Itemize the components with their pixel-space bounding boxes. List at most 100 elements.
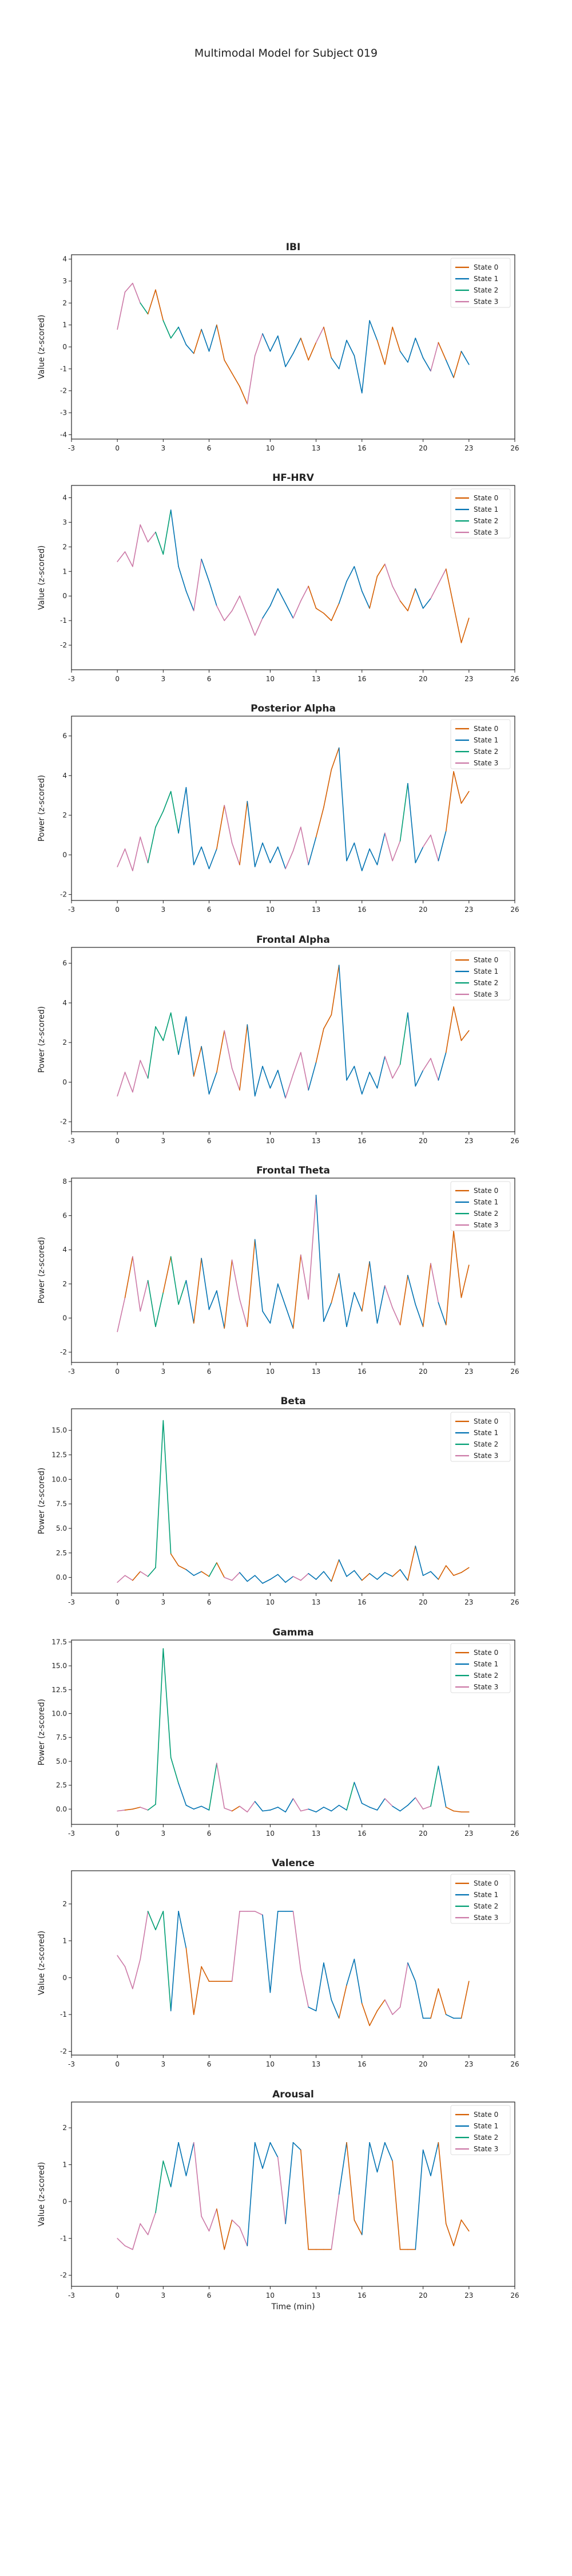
series-segment <box>224 610 233 621</box>
series-segment <box>300 337 309 361</box>
series-segment <box>155 2160 164 2213</box>
series-segment <box>224 1807 233 1812</box>
series-segment <box>269 1283 279 1324</box>
y-tick-label: 12.5 <box>51 1686 67 1694</box>
series-segment <box>117 848 126 867</box>
series-segment <box>201 558 210 582</box>
series-segment <box>239 801 248 866</box>
series-segment <box>132 1060 141 1093</box>
series-segment <box>262 842 271 864</box>
series-segment <box>185 1947 194 2015</box>
series-segment <box>353 566 363 592</box>
x-tick-label: 20 <box>419 675 427 683</box>
series-segment <box>285 1073 294 1099</box>
series-segment <box>262 1065 271 1089</box>
series-segment <box>460 1567 470 1573</box>
legend-label: State 2 <box>474 286 498 294</box>
series-segment <box>162 1256 172 1293</box>
series-segment <box>201 1258 210 1310</box>
series-segment <box>453 2219 462 2246</box>
series-segment <box>178 1911 187 1949</box>
series-segment <box>247 801 256 867</box>
y-tick-label: 2 <box>62 1038 67 1046</box>
series-segment <box>170 791 179 834</box>
series-segment <box>338 1273 347 1327</box>
x-tick-label: 20 <box>419 2291 427 2300</box>
series-segment <box>369 2142 378 2173</box>
subplot-title: Frontal Alpha <box>256 934 330 946</box>
series-segment <box>147 531 156 543</box>
subplot-title: Gamma <box>272 1627 313 1638</box>
legend-label: State 2 <box>474 1440 498 1448</box>
y-tick-label: 17.5 <box>51 1638 67 1646</box>
series-segment <box>392 1805 401 1812</box>
series-segment <box>376 2142 386 2173</box>
x-tick-label: -3 <box>68 1830 75 1838</box>
series-segment <box>422 834 431 848</box>
y-tick-label: -2 <box>60 2048 67 2056</box>
series-segment <box>323 326 332 358</box>
subplot-7: Valence Value (z-scored) -2 -1 0 1 2 -3 0 3 6 10 13 1… <box>37 1858 519 2068</box>
x-tick-label: 26 <box>510 1368 519 1376</box>
legend-label: State 3 <box>474 2145 498 2153</box>
y-tick-label: 6 <box>62 732 67 740</box>
legend-label: State 2 <box>474 2134 498 2142</box>
series-segment <box>376 563 386 577</box>
series-segment <box>300 827 309 866</box>
series-segment <box>346 566 355 582</box>
series-segment <box>277 1069 286 1099</box>
series-segment <box>415 1069 424 1087</box>
series-segment <box>308 1808 317 1813</box>
series-segment <box>338 580 347 604</box>
series-segment <box>445 568 454 607</box>
subplot-title: Beta <box>280 1396 305 1407</box>
x-tick-label: 0 <box>115 1830 120 1838</box>
legend-label: State 0 <box>474 1417 498 1425</box>
series-segment <box>384 1798 394 1807</box>
y-tick-label: 0.0 <box>56 1805 67 1813</box>
series-segment <box>132 836 141 871</box>
x-tick-label: 20 <box>419 1368 427 1376</box>
series-segment <box>445 1807 454 1812</box>
y-tick-label: 2 <box>62 1280 67 1288</box>
series-segment <box>407 588 416 611</box>
series-segment <box>445 1230 454 1326</box>
series-segment <box>124 1808 133 1811</box>
series-segment <box>346 2142 355 2221</box>
series-segment <box>361 2142 370 2235</box>
series-segment <box>453 1810 462 1813</box>
series-segment <box>231 373 240 387</box>
series-segment <box>124 551 133 567</box>
x-tick-label: 0 <box>115 1137 120 1145</box>
y-tick-label: -2 <box>60 1118 67 1126</box>
series-segment <box>117 291 126 330</box>
series-segment <box>422 357 431 372</box>
series-segment <box>308 2006 317 2012</box>
series-segment <box>346 1291 355 1327</box>
x-tick-label: 16 <box>357 1598 366 1606</box>
series-segment <box>117 1072 126 1097</box>
series-segment <box>460 2219 470 2232</box>
series-segment <box>422 1571 431 1576</box>
y-tick-label: 0 <box>62 1314 67 1322</box>
series-segment <box>262 1579 271 1584</box>
series-segment <box>292 1911 301 1971</box>
x-tick-label: 13 <box>312 2060 320 2068</box>
series-segment <box>292 827 301 852</box>
series-segment <box>239 2227 248 2246</box>
series-segment <box>376 1572 386 1580</box>
series-segment <box>262 1914 271 1993</box>
legend-label: State 1 <box>474 1198 498 1206</box>
x-tick-label: 20 <box>419 1137 427 1145</box>
x-tick-label: 3 <box>161 675 166 683</box>
series-segment <box>438 342 447 361</box>
legend-label: State 2 <box>474 979 498 987</box>
series-segment <box>399 1275 408 1326</box>
x-tick-label: 13 <box>312 1830 320 1838</box>
y-tick-label: 2 <box>62 811 67 819</box>
series-segment <box>323 769 332 808</box>
series-segment <box>224 2219 233 2250</box>
series-segment <box>422 1805 431 1810</box>
